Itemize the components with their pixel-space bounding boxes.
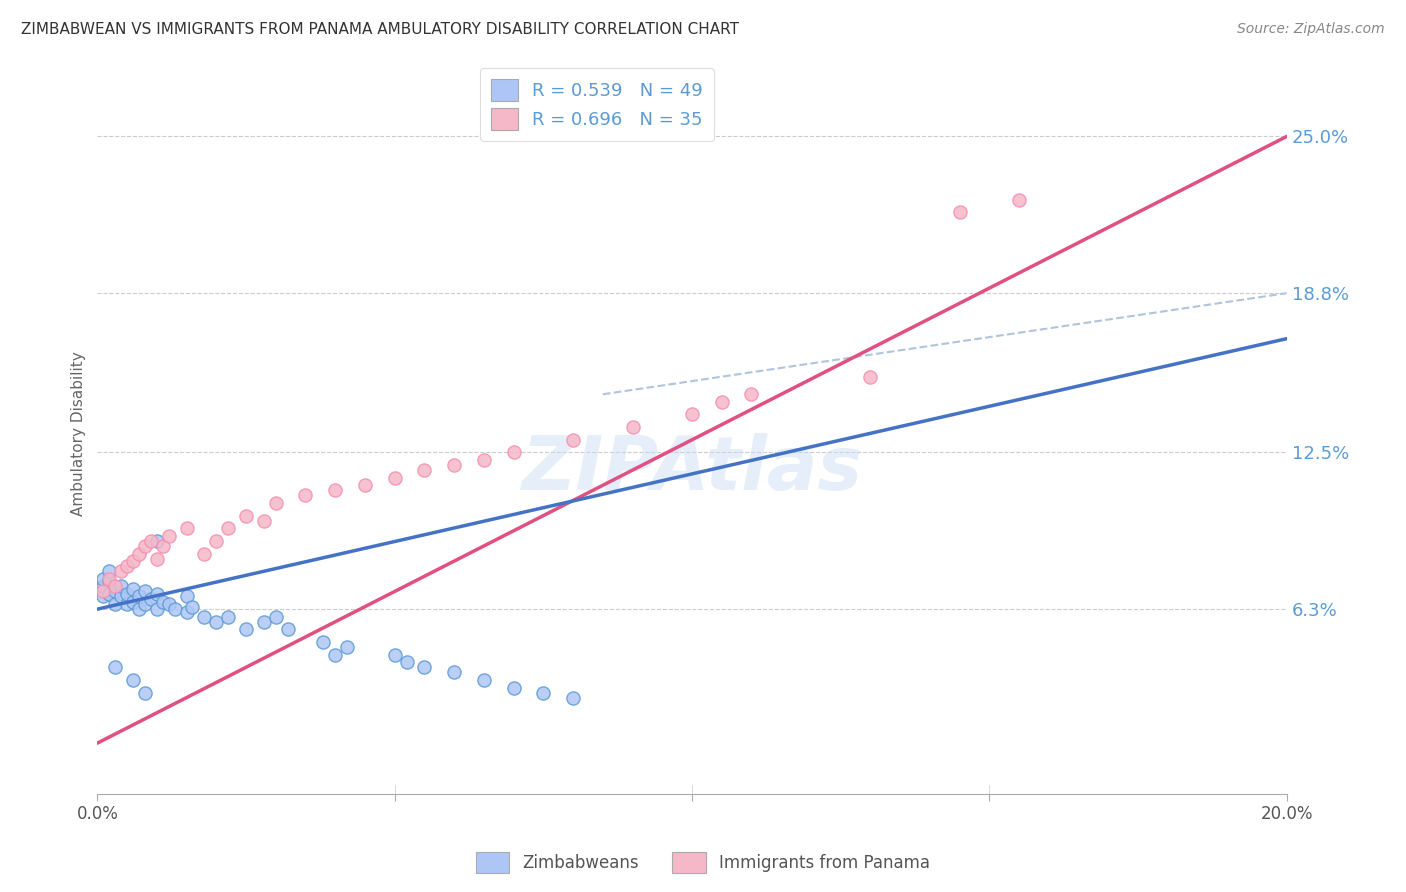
Point bbox=[740, 387, 762, 401]
Point bbox=[443, 458, 465, 472]
Point bbox=[472, 673, 495, 687]
Point bbox=[413, 660, 436, 674]
Point bbox=[193, 547, 215, 561]
Point bbox=[122, 554, 145, 568]
Point bbox=[472, 453, 495, 467]
Legend: Zimbabweans, Immigrants from Panama: Zimbabweans, Immigrants from Panama bbox=[470, 846, 936, 880]
Point bbox=[157, 529, 180, 543]
Point bbox=[502, 445, 524, 459]
Point bbox=[128, 590, 150, 604]
Point bbox=[104, 660, 127, 674]
Y-axis label: Ambulatory Disability: Ambulatory Disability bbox=[72, 351, 86, 516]
Point bbox=[104, 597, 127, 611]
Point bbox=[253, 514, 276, 528]
Point bbox=[115, 559, 138, 574]
Point bbox=[323, 648, 346, 662]
Point bbox=[443, 665, 465, 680]
Point bbox=[91, 572, 114, 586]
Point bbox=[91, 584, 114, 599]
Point bbox=[163, 602, 186, 616]
Point bbox=[134, 584, 156, 599]
Point bbox=[110, 579, 132, 593]
Point bbox=[562, 690, 585, 705]
Point bbox=[562, 433, 585, 447]
Legend: R = 0.539   N = 49, R = 0.696   N = 35: R = 0.539 N = 49, R = 0.696 N = 35 bbox=[479, 68, 714, 141]
Point bbox=[384, 471, 406, 485]
Point bbox=[115, 587, 138, 601]
Point bbox=[146, 551, 169, 566]
Point bbox=[134, 539, 156, 553]
Point bbox=[122, 673, 145, 687]
Point bbox=[859, 369, 882, 384]
Point bbox=[323, 483, 346, 498]
Point bbox=[181, 599, 204, 614]
Point bbox=[134, 685, 156, 699]
Point bbox=[146, 533, 169, 548]
Point bbox=[152, 594, 174, 608]
Point bbox=[104, 579, 127, 593]
Point bbox=[217, 609, 239, 624]
Point bbox=[1008, 193, 1031, 207]
Point bbox=[235, 508, 257, 523]
Point bbox=[152, 539, 174, 553]
Point bbox=[264, 496, 287, 510]
Point bbox=[235, 623, 257, 637]
Point bbox=[139, 592, 162, 607]
Point bbox=[176, 590, 198, 604]
Point bbox=[110, 590, 132, 604]
Point bbox=[217, 521, 239, 535]
Point bbox=[336, 640, 359, 654]
Point bbox=[502, 681, 524, 695]
Point bbox=[91, 590, 114, 604]
Point bbox=[128, 547, 150, 561]
Point bbox=[264, 609, 287, 624]
Point bbox=[681, 408, 703, 422]
Point bbox=[146, 602, 169, 616]
Point bbox=[128, 602, 150, 616]
Point bbox=[157, 597, 180, 611]
Point bbox=[98, 574, 121, 589]
Text: ZIPAtlas: ZIPAtlas bbox=[522, 433, 863, 506]
Point bbox=[134, 597, 156, 611]
Point bbox=[384, 648, 406, 662]
Point bbox=[294, 488, 316, 502]
Point bbox=[122, 582, 145, 596]
Point bbox=[176, 521, 198, 535]
Text: ZIMBABWEAN VS IMMIGRANTS FROM PANAMA AMBULATORY DISABILITY CORRELATION CHART: ZIMBABWEAN VS IMMIGRANTS FROM PANAMA AMB… bbox=[21, 22, 740, 37]
Point bbox=[949, 205, 972, 219]
Point bbox=[98, 587, 121, 601]
Point bbox=[146, 587, 169, 601]
Point bbox=[621, 420, 644, 434]
Point bbox=[413, 463, 436, 477]
Point bbox=[98, 564, 121, 578]
Point bbox=[253, 615, 276, 629]
Point bbox=[98, 572, 121, 586]
Point bbox=[115, 597, 138, 611]
Text: Source: ZipAtlas.com: Source: ZipAtlas.com bbox=[1237, 22, 1385, 37]
Point bbox=[205, 533, 228, 548]
Point bbox=[395, 655, 418, 669]
Point bbox=[139, 533, 162, 548]
Point bbox=[277, 623, 299, 637]
Point bbox=[122, 594, 145, 608]
Point bbox=[531, 685, 554, 699]
Point bbox=[205, 615, 228, 629]
Point bbox=[110, 564, 132, 578]
Point bbox=[710, 395, 733, 409]
Point bbox=[312, 635, 335, 649]
Point bbox=[104, 584, 127, 599]
Point bbox=[354, 478, 377, 492]
Point bbox=[193, 609, 215, 624]
Point bbox=[176, 605, 198, 619]
Point bbox=[91, 579, 114, 593]
